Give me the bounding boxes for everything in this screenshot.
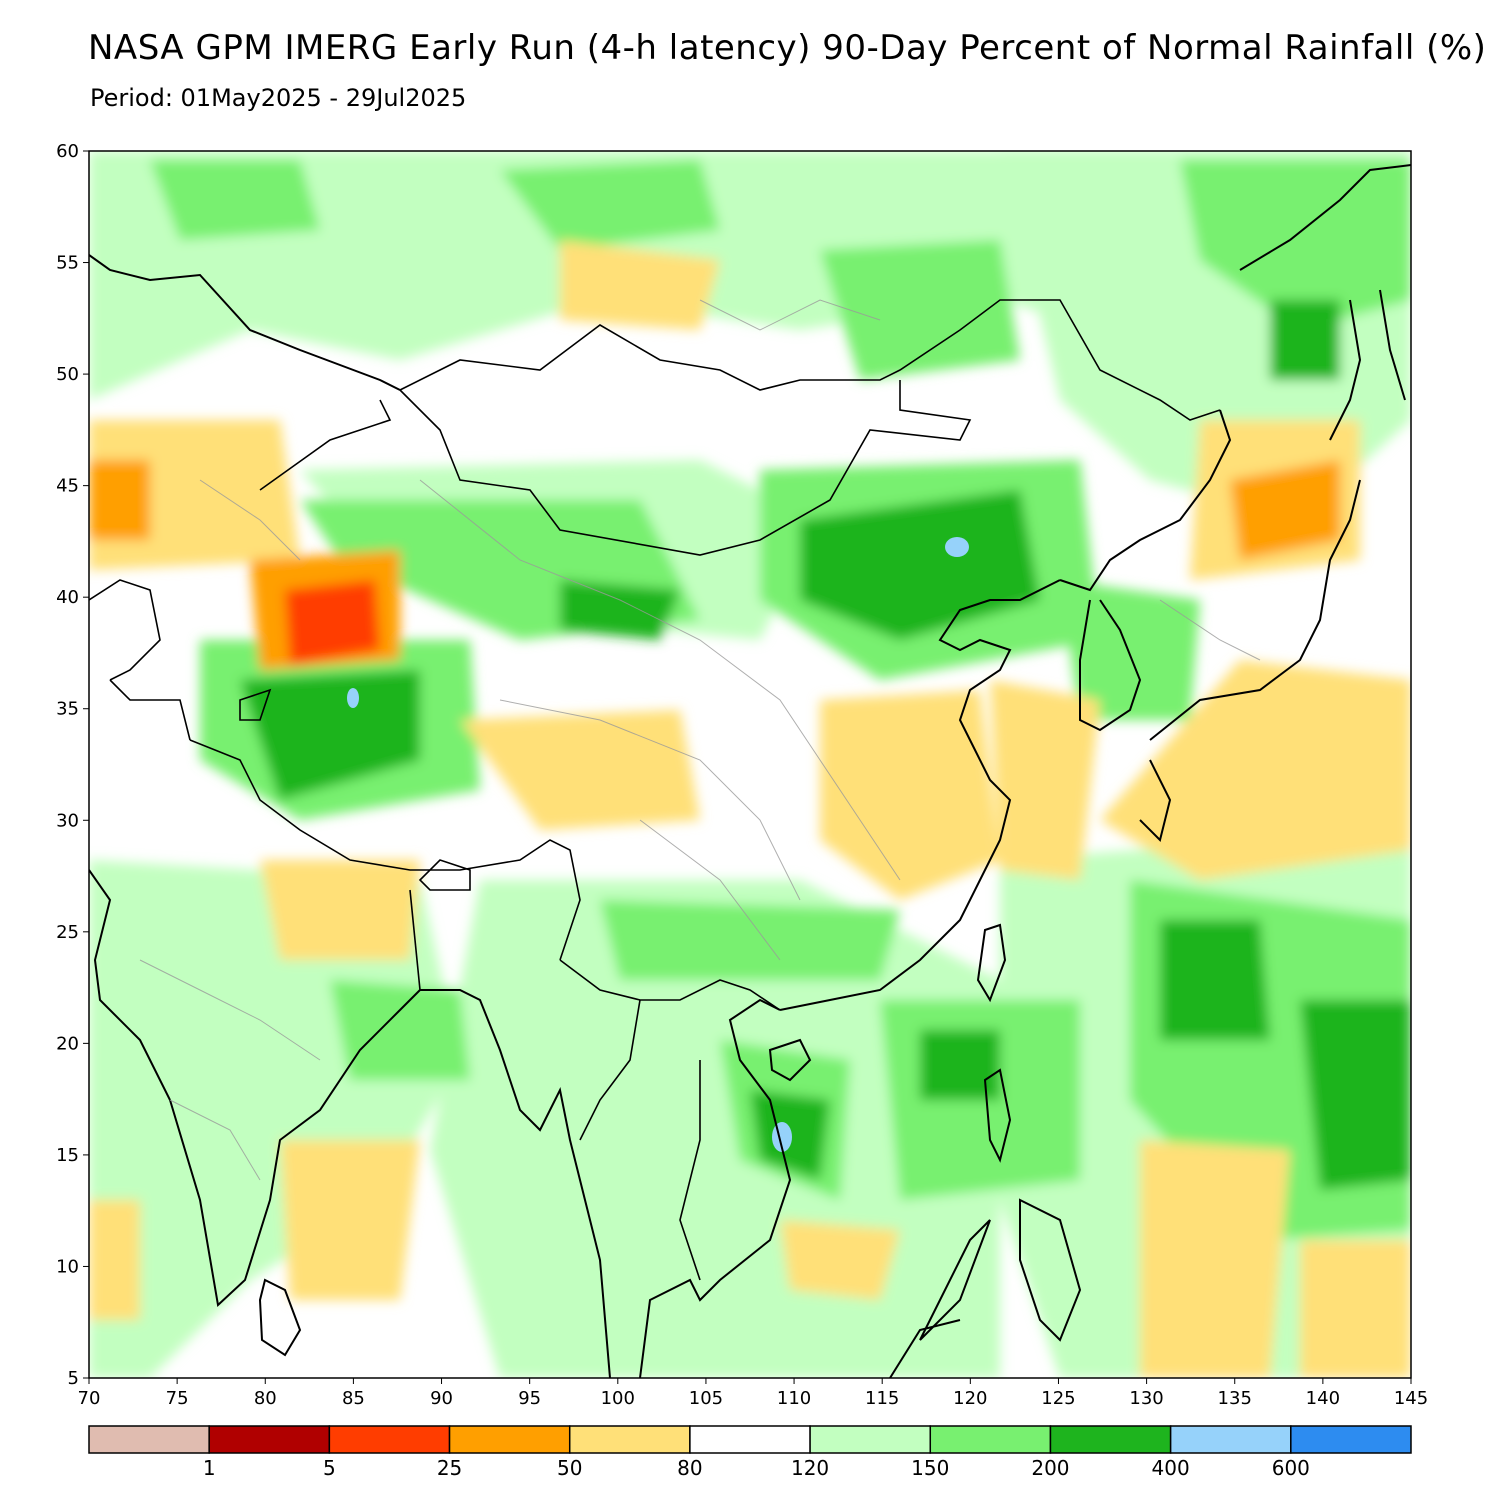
- lon-tick-label: 120: [953, 1388, 987, 1409]
- region-green-north-1: [500, 160, 720, 250]
- region-dark-green-scs: [920, 1030, 1000, 1100]
- lat-tick-label: 15: [56, 1145, 79, 1166]
- colorbar: 1 5 25 50 80 120 150 200 400 600: [88, 1425, 1412, 1480]
- coastlines: [89, 164, 1411, 1378]
- colorbar-swatch: [1290, 1425, 1412, 1454]
- colorbar-label: 200: [1031, 1456, 1069, 1480]
- region-dark-green-pacific-2: [1300, 1000, 1411, 1190]
- lon-tick-label: 115: [865, 1388, 899, 1409]
- region-green-far-east: [1180, 160, 1411, 330]
- region-yellow-japan-east: [1100, 660, 1411, 880]
- lon-tick-label: 70: [78, 1388, 101, 1409]
- lat-tick-label: 60: [56, 141, 79, 162]
- national-borders: [89, 299, 1221, 1281]
- region-dark-green-siberia: [1270, 300, 1340, 380]
- lat-tick-label: 30: [56, 810, 79, 831]
- region-dark-green-pacific: [1160, 920, 1270, 1040]
- colorbar-swatch: [809, 1425, 932, 1454]
- colorbar-swatch: [568, 1425, 691, 1454]
- colorbar-label: 150: [911, 1456, 949, 1480]
- region-yellow-se-pacific: [1300, 1240, 1411, 1378]
- colorbar-swatch: [1049, 1425, 1172, 1454]
- region-blue-tibet: [347, 688, 359, 708]
- colorbar-label: 25: [437, 1456, 462, 1480]
- lat-tick-label: 20: [56, 1033, 79, 1054]
- lon-tick-label: 100: [601, 1388, 635, 1409]
- colorbar-swatch: [88, 1425, 210, 1454]
- map-plot-area: [89, 151, 1411, 1378]
- lon-tick-label: 110: [777, 1388, 811, 1409]
- colorbar-label: 120: [791, 1456, 829, 1480]
- lon-tick-label: 80: [254, 1388, 277, 1409]
- region-yellow-n-india: [260, 860, 420, 960]
- lon-tick-label: 95: [518, 1388, 541, 1409]
- lat-tick-label: 5: [68, 1368, 79, 1389]
- lat-tick-label: 40: [56, 587, 79, 608]
- plot-frame: [88, 150, 1412, 1379]
- longitude-axis: 70 75 80 85 90 95 100 105 110 115 120 125 130 135 140 1…: [78, 1378, 1428, 1409]
- region-dark-green-tibet: [240, 670, 420, 800]
- period-subtitle: Period: 01May2025 - 29Jul2025: [90, 84, 467, 112]
- region-yellow-arabian: [89, 1200, 140, 1320]
- colorbar-label: 50: [557, 1456, 582, 1480]
- lon-tick-label: 130: [1129, 1388, 1163, 1409]
- colorbar-swatch: [1169, 1425, 1292, 1454]
- region-yellow-bay-bengal: [280, 1140, 420, 1300]
- colorbar-swatch: [328, 1425, 451, 1454]
- colorbar-swatch: [448, 1425, 571, 1454]
- region-red-tarim: [285, 580, 380, 665]
- region-green-korea: [1060, 580, 1200, 720]
- colorbar-swatch: [689, 1425, 811, 1454]
- region-yellow-e-china: [820, 690, 1000, 900]
- region-green-s-china: [600, 900, 900, 980]
- colorbar-label: 5: [323, 1456, 336, 1480]
- region-orange-kazakh: [89, 460, 150, 540]
- lon-tick-label: 135: [1218, 1388, 1252, 1409]
- region-yellow-mongolia-w: [560, 240, 720, 330]
- colorbar-label: 1: [203, 1456, 216, 1480]
- lon-tick-label: 85: [342, 1388, 365, 1409]
- region-yellow-w-pacific: [1140, 1140, 1290, 1378]
- colorbar-swatch: [208, 1425, 331, 1454]
- latitude-axis: 5 10 15 20 25 30 35 40 45 50 55 60: [56, 141, 89, 1389]
- colorbar-label: 600: [1272, 1456, 1310, 1480]
- region-green-north-2: [150, 160, 320, 240]
- lat-tick-label: 55: [56, 253, 79, 274]
- lon-tick-label: 140: [1306, 1388, 1340, 1409]
- internal-borders: [139, 299, 1261, 1181]
- colorbar-label: 400: [1152, 1456, 1190, 1480]
- lon-tick-label: 75: [166, 1388, 189, 1409]
- lon-tick-label: 125: [1041, 1388, 1075, 1409]
- colorbar-label: 80: [677, 1456, 702, 1480]
- region-blue-n-china: [945, 537, 969, 557]
- lon-tick-label: 90: [430, 1388, 453, 1409]
- region-orange-japan-sea: [1230, 460, 1340, 560]
- region-dark-green-xinjiang: [560, 580, 680, 640]
- colorbar-swatch: [929, 1425, 1052, 1454]
- region-yellow-ecs: [990, 680, 1100, 880]
- lon-tick-label: 105: [689, 1388, 723, 1409]
- region-green-india-ne: [330, 980, 470, 1080]
- lat-tick-label: 25: [56, 922, 79, 943]
- map-title: NASA GPM IMERG Early Run (4-h latency) 9…: [88, 28, 1487, 68]
- region-yellow-c-china: [460, 710, 700, 830]
- lat-tick-label: 10: [56, 1256, 79, 1277]
- lon-tick-label: 145: [1394, 1388, 1428, 1409]
- lat-tick-label: 50: [56, 364, 79, 385]
- region-yellow-scs-south: [780, 1220, 900, 1300]
- region-green-mongolia: [820, 240, 1020, 380]
- lat-tick-label: 45: [56, 476, 79, 497]
- lat-tick-label: 35: [56, 699, 79, 720]
